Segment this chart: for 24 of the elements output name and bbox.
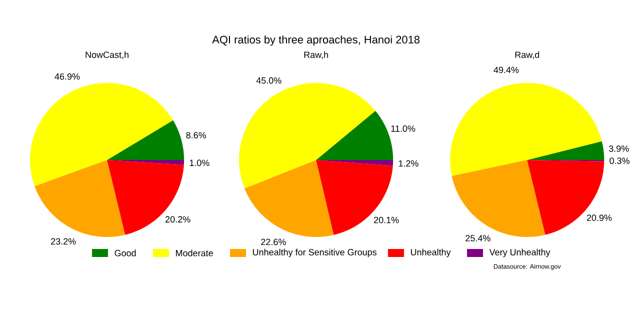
- data-label: 20.1%: [374, 216, 399, 224]
- legend-label: Unhealthy for Sensitive Groups: [252, 248, 376, 258]
- data-label: 49.4%: [494, 66, 519, 74]
- data-label: 11.0%: [391, 125, 416, 132]
- legend-label: Moderate: [176, 250, 213, 256]
- data-label: 23.2%: [51, 238, 76, 245]
- data-label: 20.2%: [166, 216, 190, 223]
- data-label: 45.0%: [256, 77, 282, 84]
- legend-label: Good: [114, 250, 136, 256]
- chart-subtitle: Raw,h: [304, 51, 328, 60]
- chart-title: AQI ratios by three aproaches, Hanoi 2018: [212, 35, 420, 46]
- chart-subtitle: Raw,d: [515, 51, 540, 60]
- legend-label: Unhealthy: [410, 248, 451, 258]
- data-label: 1.2%: [398, 160, 418, 167]
- data-label: 1.0%: [190, 160, 210, 166]
- data-label: 46.9%: [54, 73, 80, 80]
- data-label: 8.6%: [186, 132, 206, 138]
- chart-subtitle: NowCast,h: [86, 51, 128, 60]
- legend-label: Very Unhealthy: [489, 248, 550, 258]
- data-label: 20.9%: [586, 214, 612, 221]
- data-label: 3.9%: [608, 145, 629, 152]
- data-label: 0.3%: [610, 158, 630, 164]
- data-label: 25.4%: [466, 235, 490, 242]
- data-label: 22.6%: [261, 238, 286, 246]
